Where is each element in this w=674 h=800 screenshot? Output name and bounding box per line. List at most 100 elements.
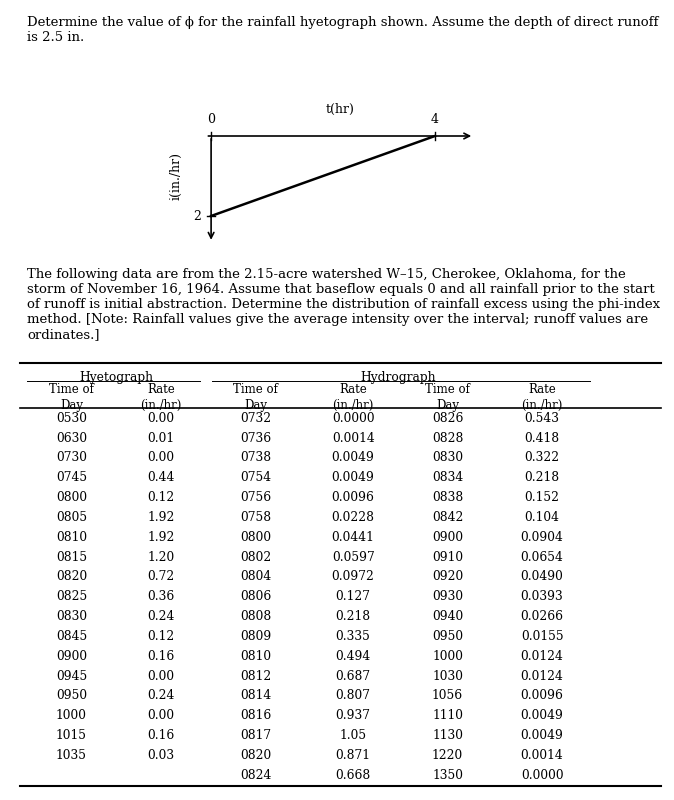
Text: 0730: 0730 [56,451,87,465]
Text: 0.0441: 0.0441 [332,530,375,544]
Text: 0820: 0820 [56,570,87,583]
Text: 0910: 0910 [432,550,463,563]
Text: 0.218: 0.218 [336,610,371,623]
Text: 0.152: 0.152 [524,491,559,504]
Text: 0.0490: 0.0490 [520,570,563,583]
Text: 1035: 1035 [56,749,87,762]
Text: 0824: 0824 [240,769,271,782]
Text: Hydrograph: Hydrograph [360,371,436,384]
Text: 0825: 0825 [56,590,87,603]
Text: 0.03: 0.03 [148,749,175,762]
Text: 2: 2 [193,210,201,222]
Text: 0.218: 0.218 [524,471,559,484]
Text: 0806: 0806 [240,590,271,603]
Text: 0738: 0738 [240,451,271,465]
Text: 0732: 0732 [240,412,271,425]
Text: 1.92: 1.92 [148,511,175,524]
Text: 0745: 0745 [56,471,87,484]
Text: 0802: 0802 [240,550,271,563]
Text: 0826: 0826 [432,412,463,425]
Text: 0.494: 0.494 [336,650,371,662]
Text: 0.335: 0.335 [336,630,371,643]
Text: Hyetograph: Hyetograph [80,371,153,384]
Text: 0812: 0812 [240,670,271,682]
Text: 0.0014: 0.0014 [521,749,563,762]
Text: 1.92: 1.92 [148,530,175,544]
Text: 0.0124: 0.0124 [520,670,563,682]
Text: 1015: 1015 [56,729,87,742]
Text: t(hr): t(hr) [326,102,355,116]
Text: 0814: 0814 [240,690,271,702]
Text: 0816: 0816 [240,710,271,722]
Text: 0900: 0900 [56,650,87,662]
Text: 0.687: 0.687 [336,670,371,682]
Text: 0950: 0950 [432,630,463,643]
Text: 0830: 0830 [432,451,463,465]
Text: 0.807: 0.807 [336,690,371,702]
Text: Time of
Day: Time of Day [233,383,278,412]
Text: 0.937: 0.937 [336,710,371,722]
Text: Rate
(in./hr): Rate (in./hr) [140,383,182,412]
Text: 1350: 1350 [432,769,463,782]
Text: 0736: 0736 [240,432,271,445]
Text: 0945: 0945 [56,670,87,682]
Text: Determine the value of ϕ for the rainfall hyetograph shown. Assume the depth of : Determine the value of ϕ for the rainfal… [27,16,658,44]
Text: 0.0904: 0.0904 [520,530,563,544]
Text: 0828: 0828 [432,432,463,445]
Text: 0.0597: 0.0597 [332,550,375,563]
Text: 0.0155: 0.0155 [521,630,563,643]
Text: 0804: 0804 [240,570,271,583]
Text: i(in./hr): i(in./hr) [170,152,183,200]
Text: 0845: 0845 [56,630,87,643]
Text: 0800: 0800 [56,491,87,504]
Text: 0.16: 0.16 [148,729,175,742]
Text: 0830: 0830 [56,610,87,623]
Text: 0.01: 0.01 [148,432,175,445]
Text: 0815: 0815 [56,550,87,563]
Text: 0.00: 0.00 [148,451,175,465]
Text: Rate
(in./hr): Rate (in./hr) [332,383,374,412]
Text: 0.0049: 0.0049 [332,471,375,484]
Text: 1.05: 1.05 [340,729,367,742]
Text: 0.0972: 0.0972 [332,570,375,583]
Text: 0.00: 0.00 [148,412,175,425]
Text: Rate
(in./hr): Rate (in./hr) [522,383,563,412]
Text: 0.127: 0.127 [336,590,371,603]
Text: 0809: 0809 [240,630,271,643]
Text: 1000: 1000 [56,710,87,722]
Text: 0.0096: 0.0096 [332,491,375,504]
Text: 0920: 0920 [432,570,463,583]
Text: 1000: 1000 [432,650,463,662]
Text: 4: 4 [431,114,439,126]
Text: 0.0000: 0.0000 [332,412,375,425]
Text: 1130: 1130 [432,729,463,742]
Text: 0530: 0530 [56,412,87,425]
Text: 0.104: 0.104 [524,511,559,524]
Text: 0756: 0756 [240,491,271,504]
Text: Time of
Day: Time of Day [49,383,94,412]
Text: 0842: 0842 [432,511,463,524]
Text: The following data are from the 2.15-acre watershed W–15, Cherokee, Oklahoma, fo: The following data are from the 2.15-acr… [27,268,660,341]
Text: 0.24: 0.24 [148,610,175,623]
Text: 0950: 0950 [56,690,87,702]
Text: 0.0096: 0.0096 [520,690,563,702]
Text: 0.24: 0.24 [148,690,175,702]
Text: 0.668: 0.668 [336,769,371,782]
Text: 0: 0 [207,114,215,126]
Text: 0.36: 0.36 [148,590,175,603]
Text: 0.16: 0.16 [148,650,175,662]
Text: 0630: 0630 [56,432,87,445]
Text: 0.0049: 0.0049 [520,729,563,742]
Text: 0.871: 0.871 [336,749,371,762]
Text: 1110: 1110 [432,710,463,722]
Text: 0810: 0810 [56,530,87,544]
Text: 0800: 0800 [240,530,271,544]
Text: 0900: 0900 [432,530,463,544]
Text: 0.12: 0.12 [148,630,175,643]
Text: 0817: 0817 [240,729,271,742]
Text: 1056: 1056 [432,690,463,702]
Text: 0805: 0805 [56,511,87,524]
Text: 0940: 0940 [432,610,463,623]
Text: 0810: 0810 [240,650,271,662]
Text: 0.0049: 0.0049 [520,710,563,722]
